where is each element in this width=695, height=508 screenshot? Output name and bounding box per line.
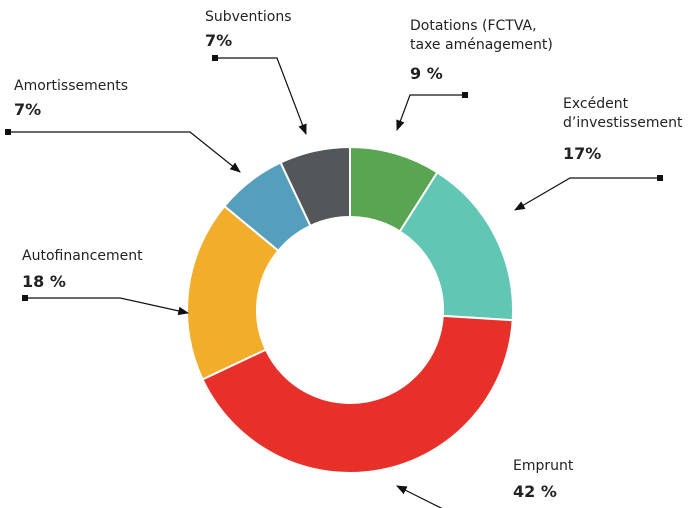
slice-label: Excédent d’investissement [563, 96, 683, 131]
slice-label: Autofinancement [22, 248, 143, 264]
value-label: 17% [563, 144, 602, 163]
leader-line [396, 485, 443, 508]
slice-label: Amortissements [14, 78, 129, 94]
value-label: 9 % [410, 64, 443, 83]
leader-end [462, 92, 468, 98]
leader-end [5, 129, 11, 135]
leader-end [22, 295, 28, 301]
value-label: 42 % [513, 482, 557, 501]
leader-end [657, 175, 663, 181]
slice [279, 145, 351, 228]
leader-line [396, 94, 465, 132]
leader-line [8, 131, 241, 173]
leader-end [212, 55, 218, 61]
leader-line [25, 297, 190, 316]
donut [186, 145, 514, 474]
leader-lines [5, 55, 663, 508]
value-label: 7% [14, 100, 42, 119]
slice-label: Dotations (FCTVA, taxe aménagement) [410, 18, 553, 53]
slice-label: Subventions [205, 9, 292, 25]
slice [201, 314, 514, 474]
value-label: 18 % [22, 272, 66, 291]
leader-line [215, 57, 307, 136]
value-label: 7% [205, 31, 233, 50]
slice-label: Emprunt [513, 458, 574, 474]
leader-line [514, 177, 660, 211]
